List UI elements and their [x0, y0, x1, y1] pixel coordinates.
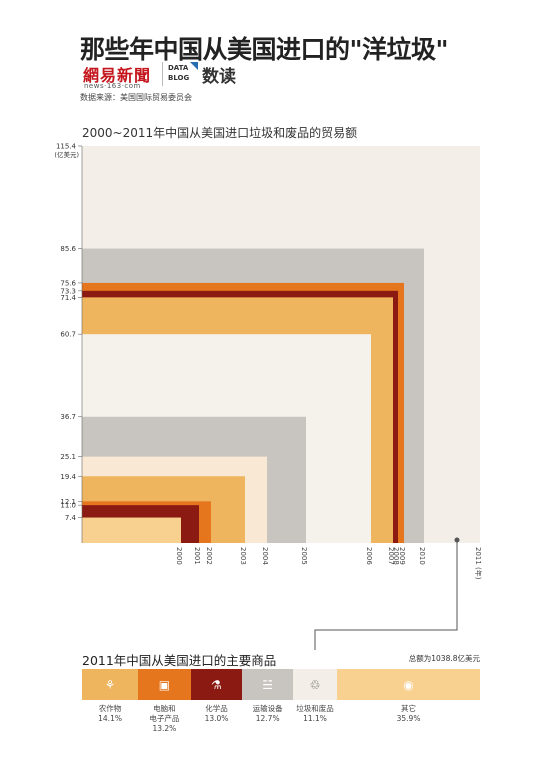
x-tick-label: 2002 — [205, 547, 213, 565]
x-tick-label: 2005 — [300, 547, 308, 565]
y-tick-label: 71.4 — [60, 294, 76, 302]
y-tick-label: 73.3 — [60, 287, 76, 295]
x-tick-label: 2008 — [392, 547, 400, 565]
y-tick-label: 75.6 — [60, 279, 76, 287]
y-tick-label: 36.7 — [60, 413, 76, 421]
y-tick-label: 11.0 — [60, 502, 76, 510]
category-name: 电子产品 — [149, 713, 180, 723]
category-name: 运输设备 — [252, 704, 283, 713]
y-tick-label: 60.7 — [60, 331, 76, 339]
x-tick-label: 2011 (年) — [474, 547, 483, 580]
y-tick-label: 115.4 — [56, 143, 77, 151]
cart-icon: ☱ — [262, 677, 274, 692]
y-tick-label: 12.1 — [60, 498, 76, 506]
category-percent: 13.0% — [204, 713, 229, 723]
x-tick-label: 2000 — [175, 547, 183, 565]
data-source: 数据来源：美国国际贸易委员会 — [80, 93, 192, 102]
category-label: 垃圾和废品 11.1% — [293, 701, 337, 741]
category-segment: ▣ — [138, 669, 191, 700]
category-name: 其它 — [401, 704, 417, 713]
category-name: 电脑和 — [153, 704, 176, 713]
y-axis-unit: (亿美元) — [54, 150, 79, 159]
category-name: 化学品 — [205, 704, 228, 713]
x-tick-label: 2004 — [261, 547, 269, 565]
data-blog-corner-icon — [190, 62, 198, 70]
category-segment: ◉ — [337, 669, 480, 700]
x-tick-label: 2010 — [418, 547, 426, 565]
page-title: 那些年中国从美国进口的"洋垃圾" — [80, 35, 449, 64]
category-label: 其它 35.9% — [337, 701, 480, 741]
connector-line — [314, 540, 458, 650]
y-tick-label: 19.4 — [60, 473, 76, 481]
breakdown-title: 2011年中国从美国进口的主要商品 — [82, 653, 277, 668]
trade-chart: 115.4 85.6 75.673.371.4 60.7 36.7 25.1 19.4 12.… — [54, 143, 483, 650]
category-percent: 12.7% — [255, 713, 280, 723]
x-tick-label: 2003 — [239, 547, 247, 565]
category-label: 化学品 13.0% — [191, 701, 243, 741]
logo-divider — [162, 62, 163, 86]
shudu-logo-text: 数读 — [202, 67, 236, 87]
area-2000 — [82, 517, 181, 543]
category-percent: 35.9% — [396, 713, 421, 723]
category-segment: ⚘ — [82, 669, 139, 700]
category-bar: ⚘ ▣ ⚗ ☱ ♲ ◉ — [82, 669, 480, 700]
netease-news-url: news·163·com — [84, 82, 141, 90]
plant-icon: ⚘ — [104, 677, 116, 692]
x-tick-label: 2001 — [193, 547, 201, 565]
y-tick-label: 25.1 — [60, 453, 76, 461]
computer-icon: ▣ — [158, 677, 171, 692]
data-blog-logo: DATA BLOG — [168, 62, 198, 86]
category-segment: ⚗ — [190, 669, 243, 700]
category-name: 垃圾和废品 — [296, 704, 334, 713]
category-labels: 农作物 14.1% 电脑和 电子产品 13.2% 化学品 13.0% 运输设备 12.7% 垃圾和… — [82, 701, 480, 741]
category-percent: 11.1% — [303, 713, 327, 723]
category-name: 农作物 — [98, 704, 122, 713]
netease-news-logo: 網易新聞 — [83, 66, 152, 85]
x-tick-label: 2006 — [365, 547, 373, 565]
category-label: 运输设备 12.7% — [242, 701, 293, 741]
chart-title: 2000~2011年中国从美国进口垃圾和废品的贸易额 — [82, 126, 358, 140]
y-tick-label: 85.6 — [60, 245, 76, 253]
x-tick-label: 2009 — [398, 547, 406, 565]
coin-icon: ◉ — [403, 677, 414, 692]
data-blog-line2: BLOG — [168, 74, 190, 82]
category-segment: ♲ — [292, 669, 338, 700]
category-label: 电脑和 电子产品 13.2% — [138, 701, 191, 741]
data-blog-line1: DATA — [168, 64, 189, 72]
category-percent: 14.1% — [98, 713, 122, 723]
flask-icon: ⚗ — [211, 677, 222, 692]
category-percent: 13.2% — [152, 723, 177, 733]
category-segment: ☱ — [242, 669, 293, 700]
category-label: 农作物 14.1% — [82, 701, 138, 741]
y-tick-label: 7.4 — [65, 514, 77, 522]
breakdown-total: 总额为1038.8亿美元 — [408, 654, 480, 663]
trash-icon: ♲ — [309, 677, 321, 692]
x-tick-label: 2007 — [387, 547, 395, 565]
